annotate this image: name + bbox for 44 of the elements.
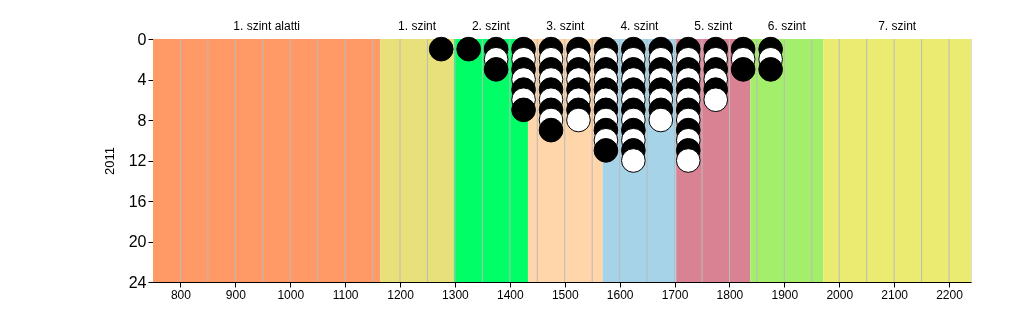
point: [428, 36, 454, 62]
point: [511, 97, 536, 123]
x-tick-label: 900: [225, 287, 247, 302]
x-tick-label: 1300: [442, 287, 470, 302]
point: [648, 107, 674, 133]
x-tick-label: 1900: [771, 287, 799, 302]
band-label: 1. szint alatti: [233, 19, 300, 33]
x-tick-label: 1200: [387, 287, 415, 302]
point: [758, 57, 783, 82]
band-label: 7. szint: [878, 19, 917, 33]
point: [621, 148, 646, 173]
y-tick-label: 12: [128, 152, 147, 169]
x-tick-label: 1100: [332, 287, 359, 302]
band-label: 2. szint: [471, 19, 511, 33]
y-tick-label: 24: [128, 273, 147, 291]
point: [675, 148, 701, 173]
y-tick-label: 16: [128, 192, 147, 210]
x-tick-label: 2200: [936, 287, 964, 302]
x-tick-label: 1600: [606, 287, 634, 302]
point: [593, 138, 619, 163]
point: [538, 117, 564, 143]
x-tick-label: 800: [170, 287, 192, 302]
x-tick-label: 1500: [551, 287, 579, 302]
y-tick-label: 4: [137, 71, 147, 88]
y-axis-title: 2011: [101, 147, 117, 175]
band-label: 5. szint: [694, 19, 733, 33]
point: [566, 107, 591, 133]
y-tick-label: 20: [128, 233, 147, 250]
band-label: 1. szint: [398, 19, 437, 33]
point: [730, 57, 756, 82]
y-tick-label: 8: [137, 111, 147, 129]
x-tick-label: 1000: [277, 287, 305, 302]
x-tick-label: 2100: [881, 287, 909, 302]
x-tick-label: 2000: [826, 287, 854, 302]
y-tick-label: 0: [137, 30, 147, 48]
x-tick-label: 1800: [716, 287, 744, 302]
x-tick-label: 1400: [496, 287, 525, 302]
point: [456, 36, 481, 62]
band-label: 4. szint: [620, 19, 660, 33]
x-tick-label: 1700: [661, 287, 689, 302]
band-label: 3. szint: [546, 19, 585, 33]
band-label: 6. szint: [767, 19, 807, 33]
point: [483, 57, 509, 82]
point: [703, 87, 729, 113]
